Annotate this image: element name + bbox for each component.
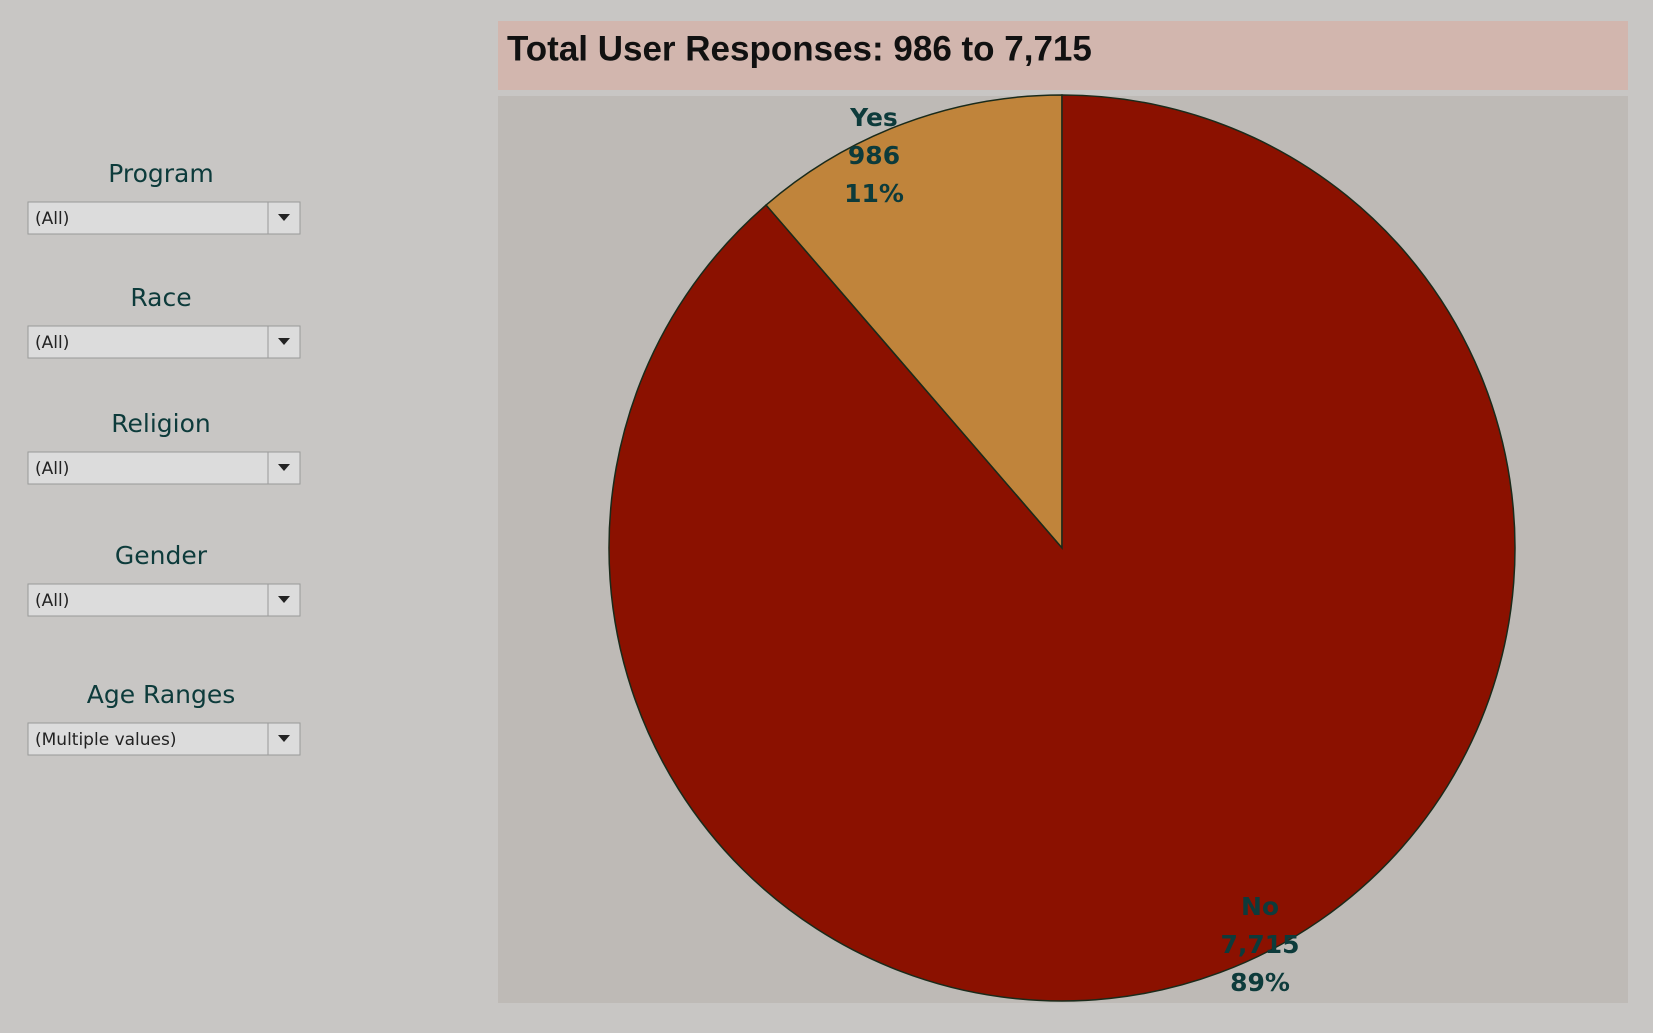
pie: Yes 986 11% No 7,715 89% xyxy=(608,94,1516,1002)
dropdown-value: (Multiple values) xyxy=(35,730,177,750)
filter-dropdown[interactable]: (All) xyxy=(27,325,301,359)
filter-dropdown[interactable]: (All) xyxy=(27,583,301,617)
filter-dropdown[interactable]: (All) xyxy=(27,451,301,485)
filter-label: Religion xyxy=(111,409,210,438)
dropdown-box[interactable] xyxy=(27,451,301,485)
filter-label: Age Ranges xyxy=(87,680,236,709)
filter-panel: Program (All) Race (All) Religion (All) Gender… xyxy=(27,159,301,756)
slice-value: 7,715 xyxy=(1220,930,1299,959)
filter-label: Race xyxy=(130,283,191,312)
filter-label: Gender xyxy=(115,541,208,570)
pie-slice xyxy=(764,94,1063,551)
filter-label: Program xyxy=(108,159,213,188)
dropdown-box[interactable] xyxy=(27,325,301,359)
filter-dropdown[interactable]: (All) xyxy=(27,201,301,235)
dropdown-value: (All) xyxy=(35,459,69,479)
dropdown-value: (All) xyxy=(35,591,69,611)
dropdown-arrow[interactable] xyxy=(278,464,290,471)
dropdown-arrow[interactable] xyxy=(278,596,290,603)
pie-slice xyxy=(608,94,1516,1002)
dropdown-arrow[interactable] xyxy=(278,735,290,742)
dropdown-box[interactable] xyxy=(27,583,301,617)
dropdown-box[interactable] xyxy=(27,201,301,235)
slice-value: 986 xyxy=(848,141,900,170)
chart-title: Total User Responses: 986 to 7,715 xyxy=(507,29,1092,68)
slice-category: No xyxy=(1241,892,1279,921)
slice-percentage: 89% xyxy=(1230,968,1290,997)
title-bar xyxy=(498,21,1628,90)
slice-percentage: 11% xyxy=(844,179,904,208)
dropdown-value: (All) xyxy=(35,209,69,229)
dropdown-value: (All) xyxy=(35,333,69,353)
dropdown-arrow[interactable] xyxy=(278,214,290,221)
slice-category: Yes xyxy=(849,103,898,132)
filter-dropdown[interactable]: (Multiple values) xyxy=(27,722,301,756)
dropdown-box[interactable] xyxy=(27,722,301,756)
dropdown-arrow[interactable] xyxy=(278,338,290,345)
